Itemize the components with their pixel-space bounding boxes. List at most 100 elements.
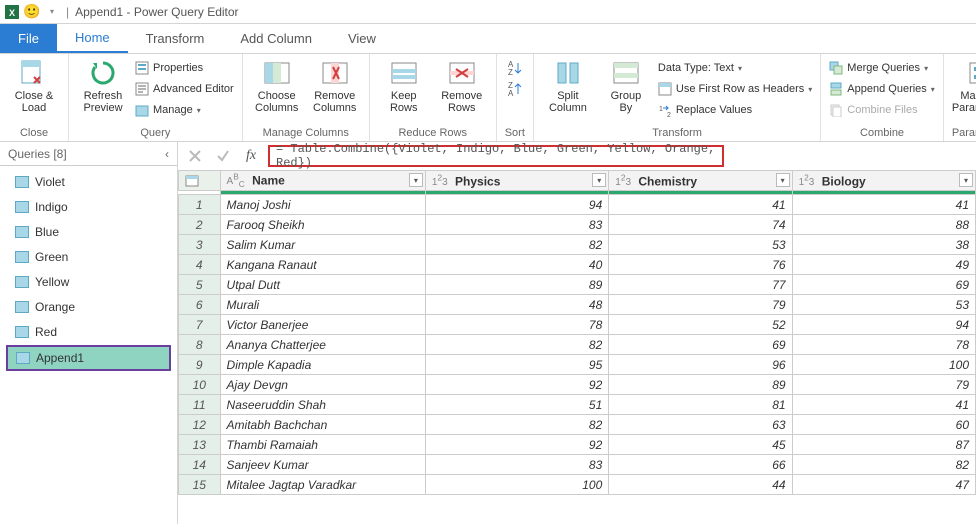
cell-name[interactable]: Ananya Chatterjee — [220, 335, 425, 355]
sort-desc-button[interactable]: ZA — [506, 79, 524, 99]
column-header-physics[interactable]: 123 Physics▾ — [425, 171, 608, 191]
query-item-yellow[interactable]: Yellow — [6, 270, 171, 294]
cell-chemistry[interactable]: 79 — [609, 295, 792, 315]
cell-chemistry[interactable]: 53 — [609, 235, 792, 255]
table-row[interactable]: 9Dimple Kapadia9596100 — [179, 355, 976, 375]
cell-name[interactable]: Sanjeev Kumar — [220, 455, 425, 475]
cell-biology[interactable]: 100 — [792, 355, 975, 375]
cell-physics[interactable]: 82 — [425, 335, 608, 355]
table-row[interactable]: 3Salim Kumar825338 — [179, 235, 976, 255]
cell-chemistry[interactable]: 66 — [609, 455, 792, 475]
cell-biology[interactable]: 79 — [792, 375, 975, 395]
cell-name[interactable]: Mitalee Jagtap Varadkar — [220, 475, 425, 495]
cell-physics[interactable]: 82 — [425, 235, 608, 255]
keep-rows-button[interactable]: Keep Rows — [378, 58, 430, 114]
combine-files-button[interactable]: Combine Files — [829, 100, 935, 120]
cell-name[interactable]: Naseeruddin Shah — [220, 395, 425, 415]
cell-name[interactable]: Ajay Devgn — [220, 375, 425, 395]
cell-biology[interactable]: 41 — [792, 195, 975, 215]
group-by-button[interactable]: Group By — [600, 58, 652, 114]
table-row[interactable]: 6Murali487953 — [179, 295, 976, 315]
cell-chemistry[interactable]: 81 — [609, 395, 792, 415]
fx-icon[interactable]: fx — [240, 146, 262, 166]
collapse-icon[interactable]: ‹ — [165, 147, 169, 161]
data-type-button[interactable]: Data Type: Text ▾ — [658, 58, 812, 78]
cell-name[interactable]: Salim Kumar — [220, 235, 425, 255]
remove-rows-button[interactable]: Remove Rows — [436, 58, 488, 114]
append-queries-button[interactable]: Append Queries ▾ — [829, 79, 935, 99]
cell-chemistry[interactable]: 89 — [609, 375, 792, 395]
cell-physics[interactable]: 100 — [425, 475, 608, 495]
tab-add-column[interactable]: Add Column — [222, 24, 330, 53]
sort-asc-button[interactable]: AZ — [506, 58, 524, 78]
cell-chemistry[interactable]: 41 — [609, 195, 792, 215]
cell-name[interactable]: Thambi Ramaiah — [220, 435, 425, 455]
cell-name[interactable]: Murali — [220, 295, 425, 315]
table-row[interactable]: 11Naseeruddin Shah518141 — [179, 395, 976, 415]
cell-physics[interactable]: 40 — [425, 255, 608, 275]
table-row[interactable]: 1Manoj Joshi944141 — [179, 195, 976, 215]
column-header-chemistry[interactable]: 123 Chemistry▾ — [609, 171, 792, 191]
cell-physics[interactable]: 82 — [425, 415, 608, 435]
formula-cancel-icon[interactable] — [184, 146, 206, 166]
table-row[interactable]: 15Mitalee Jagtap Varadkar1004447 — [179, 475, 976, 495]
cell-physics[interactable]: 83 — [425, 215, 608, 235]
properties-button[interactable]: Properties — [135, 58, 234, 78]
column-header-biology[interactable]: 123 Biology▾ — [792, 171, 975, 191]
tab-home[interactable]: Home — [57, 24, 128, 53]
filter-dropdown-icon[interactable]: ▾ — [592, 173, 606, 187]
table-row[interactable]: 2Farooq Sheikh837488 — [179, 215, 976, 235]
cell-biology[interactable]: 69 — [792, 275, 975, 295]
filter-dropdown-icon[interactable]: ▾ — [409, 173, 423, 187]
table-row[interactable]: 4Kangana Ranaut407649 — [179, 255, 976, 275]
cell-physics[interactable]: 94 — [425, 195, 608, 215]
queries-header[interactable]: Queries [8] ‹ — [0, 142, 177, 166]
table-row[interactable]: 8Ananya Chatterjee826978 — [179, 335, 976, 355]
table-row[interactable]: 12Amitabh Bachchan826360 — [179, 415, 976, 435]
table-row[interactable]: 13Thambi Ramaiah924587 — [179, 435, 976, 455]
cell-biology[interactable]: 60 — [792, 415, 975, 435]
cell-name[interactable]: Victor Banerjee — [220, 315, 425, 335]
data-grid[interactable]: ABC Name▾123 Physics▾123 Chemistry▾123 B… — [178, 170, 976, 524]
cell-chemistry[interactable]: 77 — [609, 275, 792, 295]
close-load-button[interactable]: Close & Load — [8, 58, 60, 114]
cell-biology[interactable]: 53 — [792, 295, 975, 315]
save-icon[interactable]: 🙂 — [24, 4, 40, 20]
manage-parameters-button[interactable]: Manage Parameters — [954, 58, 976, 114]
tab-file[interactable]: File — [0, 24, 57, 53]
merge-queries-button[interactable]: Merge Queries ▾ — [829, 58, 935, 78]
cell-physics[interactable]: 51 — [425, 395, 608, 415]
cell-biology[interactable]: 94 — [792, 315, 975, 335]
cell-name[interactable]: Farooq Sheikh — [220, 215, 425, 235]
filter-dropdown-icon[interactable]: ▾ — [776, 173, 790, 187]
column-header-name[interactable]: ABC Name▾ — [220, 171, 425, 191]
cell-physics[interactable]: 83 — [425, 455, 608, 475]
first-row-headers-button[interactable]: Use First Row as Headers ▾ — [658, 79, 812, 99]
tab-transform[interactable]: Transform — [128, 24, 223, 53]
cell-physics[interactable]: 48 — [425, 295, 608, 315]
query-item-orange[interactable]: Orange — [6, 295, 171, 319]
query-item-indigo[interactable]: Indigo — [6, 195, 171, 219]
cell-physics[interactable]: 89 — [425, 275, 608, 295]
cell-biology[interactable]: 47 — [792, 475, 975, 495]
cell-biology[interactable]: 87 — [792, 435, 975, 455]
cell-biology[interactable]: 82 — [792, 455, 975, 475]
cell-name[interactable]: Manoj Joshi — [220, 195, 425, 215]
remove-columns-button[interactable]: Remove Columns — [309, 58, 361, 114]
dropdown-icon[interactable]: ▾ — [44, 4, 60, 20]
filter-dropdown-icon[interactable]: ▾ — [959, 173, 973, 187]
cell-physics[interactable]: 92 — [425, 375, 608, 395]
cell-chemistry[interactable]: 63 — [609, 415, 792, 435]
cell-name[interactable]: Amitabh Bachchan — [220, 415, 425, 435]
tab-view[interactable]: View — [330, 24, 394, 53]
cell-chemistry[interactable]: 44 — [609, 475, 792, 495]
cell-biology[interactable]: 78 — [792, 335, 975, 355]
formula-accept-icon[interactable] — [212, 146, 234, 166]
cell-name[interactable]: Dimple Kapadia — [220, 355, 425, 375]
table-row[interactable]: 5Utpal Dutt897769 — [179, 275, 976, 295]
cell-chemistry[interactable]: 52 — [609, 315, 792, 335]
query-item-green[interactable]: Green — [6, 245, 171, 269]
cell-physics[interactable]: 92 — [425, 435, 608, 455]
formula-input[interactable]: = Table.Combine({Violet, Indigo, Blue, G… — [268, 145, 724, 167]
cell-biology[interactable]: 41 — [792, 395, 975, 415]
